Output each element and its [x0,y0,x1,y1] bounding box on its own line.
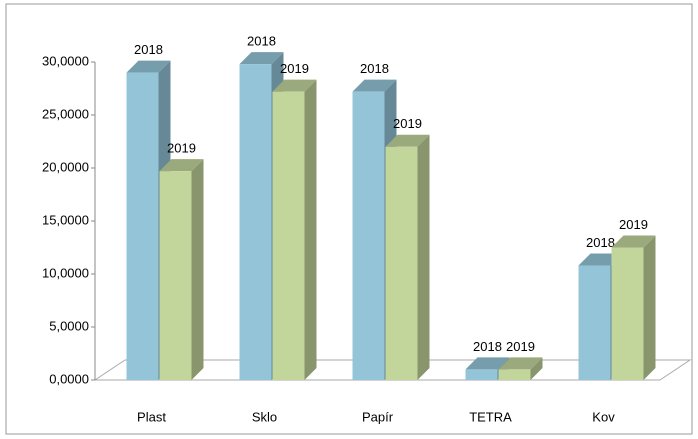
data-label: 2018 [134,42,163,57]
x-tick-label: TETRA [469,409,512,424]
x-tick-label: Papír [362,409,394,424]
y-tick-label: 30,0000 [42,53,89,68]
bar [465,369,498,380]
bar-side [643,235,656,380]
y-tick-label: 0,0000 [49,371,89,386]
data-label: 2019 [506,339,535,354]
data-label: 2019 [619,217,648,232]
y-tick-label: 20,0000 [42,159,89,174]
y-tick-label: 5,0000 [49,318,89,333]
bar [272,91,305,381]
bar-top [126,60,171,73]
bar-top [352,79,397,92]
bar-top [465,357,510,370]
bar-top [385,134,430,147]
x-tick-label: Plast [137,409,166,424]
bar [126,72,159,380]
bar [239,64,272,381]
data-label: 2018 [473,339,502,354]
bar-side [417,134,430,380]
y-tick-label: 10,0000 [42,265,89,280]
data-label: 2018 [586,235,615,250]
bar [385,146,418,380]
bar-top [272,79,317,92]
bar [611,247,644,380]
x-tick-label: Sklo [252,409,277,424]
data-label: 2018 [360,61,389,76]
bar-top [611,235,656,248]
data-label: 2019 [393,116,422,131]
bar [352,91,385,381]
bar [498,369,531,380]
bar-top [159,159,204,172]
data-label: 2018 [247,34,276,49]
y-tick-label: 15,0000 [42,212,89,227]
x-tick-label: Kov [592,409,615,424]
bar-top [239,52,284,65]
data-label: 2019 [167,141,196,156]
bar-top [498,357,543,370]
bar-side [304,79,317,381]
bar [159,171,192,380]
bar [578,265,611,380]
bar-side [191,159,204,380]
y-tick-label: 25,0000 [42,106,89,121]
data-label: 2019 [280,61,309,76]
bar-side [530,357,543,380]
